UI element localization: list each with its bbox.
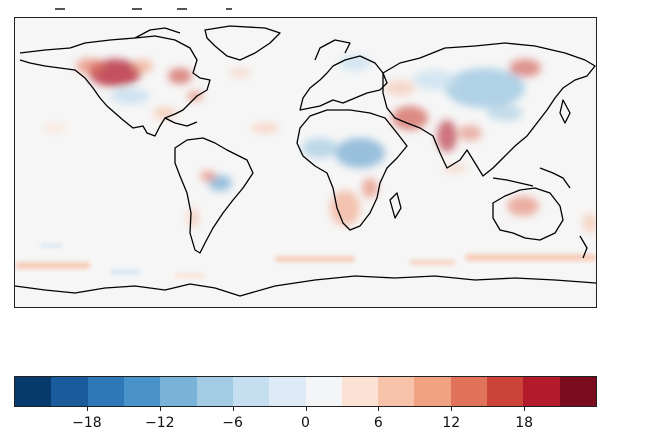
- anomaly-negative-siberia: [445, 68, 525, 108]
- colorbar-segment: [123, 377, 161, 406]
- cropped-title-remnant: [55, 6, 245, 12]
- world-map: [14, 17, 597, 308]
- coastlines: [15, 25, 596, 297]
- anomaly-positive-middle-east: [392, 106, 428, 130]
- colorbar-tick-mark: [305, 407, 307, 411]
- anomaly-positive-australia: [507, 196, 539, 216]
- anomaly-field: [43, 55, 596, 233]
- colorbar-tick-mark: [451, 407, 453, 411]
- colorbar-ticks: −18 −12 −6 0 6 12 18: [14, 407, 597, 437]
- colorbar-tick-label: −12: [144, 415, 175, 431]
- map-canvas: [15, 25, 596, 297]
- colorbar-segment: [450, 377, 488, 406]
- anomaly-positive-india: [437, 120, 457, 152]
- colorbar-segment: [341, 377, 379, 406]
- coastline-south-america: [174, 137, 254, 254]
- colorbar-segment: [87, 377, 124, 406]
- colorbar-segment: [487, 377, 524, 406]
- colorbar-tick-mark: [86, 407, 88, 411]
- colorbar-segment: [414, 377, 451, 406]
- coastline-europe: [299, 55, 388, 111]
- colorbar-segment: [51, 377, 88, 406]
- colorbar-tick-label: −6: [222, 415, 243, 431]
- coastline-greenland: [204, 25, 281, 61]
- colorbar-segment: [196, 377, 233, 406]
- colorbar-segment: [160, 377, 197, 406]
- colorbar-tick-mark: [524, 407, 526, 411]
- colorbar-tick-mark: [232, 407, 234, 411]
- colorbar-tick-label: −18: [72, 415, 102, 431]
- colorbar: [14, 376, 597, 407]
- colorbar-segment: [305, 377, 342, 406]
- coastline-antarctica: [15, 275, 596, 297]
- colorbar-segment: [559, 377, 596, 406]
- colorbar-tick-label: 6: [373, 415, 383, 431]
- colorbar-tick-label: 0: [301, 415, 310, 431]
- colorbar-tick-mark: [378, 407, 380, 411]
- colorbar-tick-label: 18: [515, 415, 534, 431]
- coastline-asia: [382, 42, 596, 177]
- anomaly-negative-sahel: [335, 138, 385, 168]
- anomaly-negative-us: [110, 88, 150, 104]
- colorbar-segment: [269, 377, 306, 406]
- colorbar-segment: [232, 377, 270, 406]
- colorbar-segment: [15, 377, 52, 406]
- colorbar-segment: [523, 377, 560, 406]
- coastline-africa: [296, 109, 408, 231]
- coastline-australia: [492, 187, 564, 241]
- southern-ocean-bands: [15, 244, 596, 278]
- colorbar-segment: [378, 377, 415, 406]
- colorbar-tick-label: 12: [442, 415, 461, 431]
- coastline-north-america: [19, 35, 211, 137]
- colorbar-tick-mark: [159, 407, 161, 411]
